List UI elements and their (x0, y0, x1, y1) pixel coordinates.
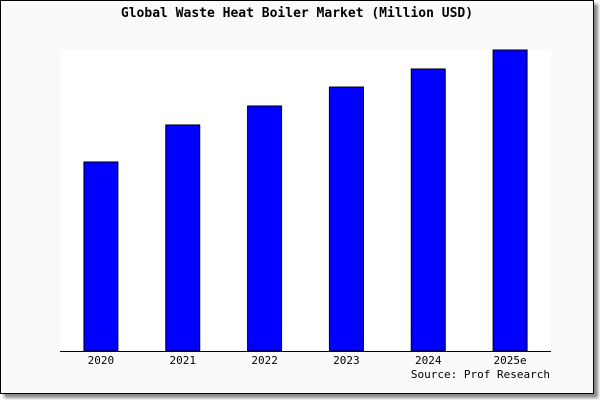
bar-2020 (83, 161, 119, 352)
plot-area (60, 50, 551, 351)
x-tick-label: 2023 (333, 354, 360, 367)
bar-2025e (492, 49, 528, 352)
bar-2023 (328, 86, 364, 352)
bar-2022 (247, 105, 283, 352)
chart-title: Global Waste Heat Boiler Market (Million… (120, 6, 474, 21)
x-tick-label: 2024 (415, 354, 442, 367)
source-note: Source: Prof Research (410, 368, 550, 381)
x-tick-label: 2022 (251, 354, 278, 367)
bar-2024 (410, 68, 446, 352)
bar-2021 (165, 124, 201, 352)
x-tick-label: 2020 (88, 354, 115, 367)
x-tick-label: 2025e (494, 354, 527, 367)
x-tick-label: 2021 (170, 354, 197, 367)
